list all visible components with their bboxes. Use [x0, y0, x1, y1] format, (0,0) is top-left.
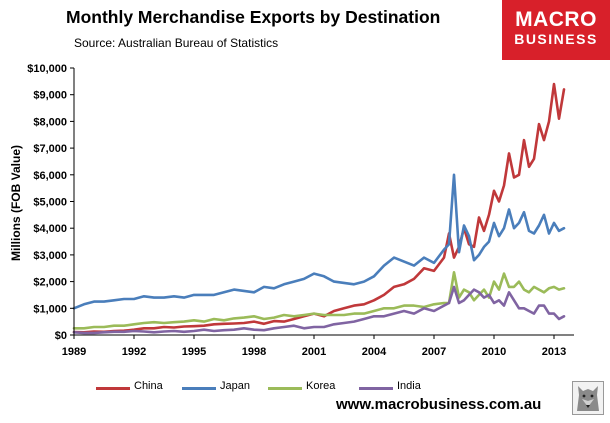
y-tick-label: $8,000: [33, 116, 67, 128]
x-tick-label: 2007: [422, 346, 446, 358]
series-line-india: [72, 285, 566, 335]
logo-text-line1: MACRO: [515, 8, 597, 31]
y-tick-label: $2,000: [33, 277, 67, 289]
legend-label: Japan: [220, 380, 250, 392]
y-tick-label: $4,000: [33, 223, 67, 235]
legend-swatch: [96, 387, 130, 390]
legend-swatch: [359, 387, 393, 390]
x-tick-label: 2001: [302, 346, 326, 358]
y-tick-label: $1,000: [33, 303, 67, 315]
x-tick-label: 2010: [482, 346, 506, 358]
y-tick-label: $7,000: [33, 143, 67, 155]
y-tick-label: $5,000: [33, 197, 67, 209]
legend-swatch: [182, 387, 216, 390]
website-url[interactable]: www.macrobusiness.com.au: [336, 396, 542, 413]
legend-swatch: [268, 387, 302, 390]
y-tick-label: $10,000: [27, 63, 67, 75]
x-tick-labels: 1989 1992 1995 1998 2001 2004 2007 2010 2013: [62, 346, 566, 358]
x-tick-label: 2013: [542, 346, 566, 358]
series-line-korea: [72, 270, 566, 330]
series-line-china: [72, 82, 566, 334]
series-layer: [72, 82, 566, 335]
y-tick-label: $6,000: [33, 170, 67, 182]
y-tick-label: $3,000: [33, 250, 67, 262]
chart-title: Monthly Merchandise Exports by Destinati…: [66, 7, 441, 27]
x-tick-label: 2004: [362, 346, 387, 358]
x-tick-label: 1992: [122, 346, 146, 358]
axis-layer: [70, 67, 574, 339]
chart-subtitle: Source: Australian Bureau of Statistics: [74, 36, 279, 50]
y-tick-label: $9,000: [33, 90, 67, 102]
logo-text-line2: BUSINESS: [514, 31, 598, 47]
series-line-japan: [72, 173, 566, 310]
wolf-mascot-icon: [572, 381, 604, 415]
x-tick-label: 1995: [182, 346, 206, 358]
legend-label: India: [397, 380, 421, 392]
legend-label: Korea: [306, 380, 336, 392]
y-tick-label: $0: [55, 330, 67, 342]
x-tick-label: 1989: [62, 346, 86, 358]
macrobusiness-logo: MACRO BUSINESS: [502, 0, 610, 60]
y-tick-labels: $0 $1,000 $2,000 $3,000 $4,000 $5,000 $6,000 $7…: [27, 63, 67, 342]
x-tick-label: 1998: [242, 346, 266, 358]
legend-label: China: [134, 380, 163, 392]
